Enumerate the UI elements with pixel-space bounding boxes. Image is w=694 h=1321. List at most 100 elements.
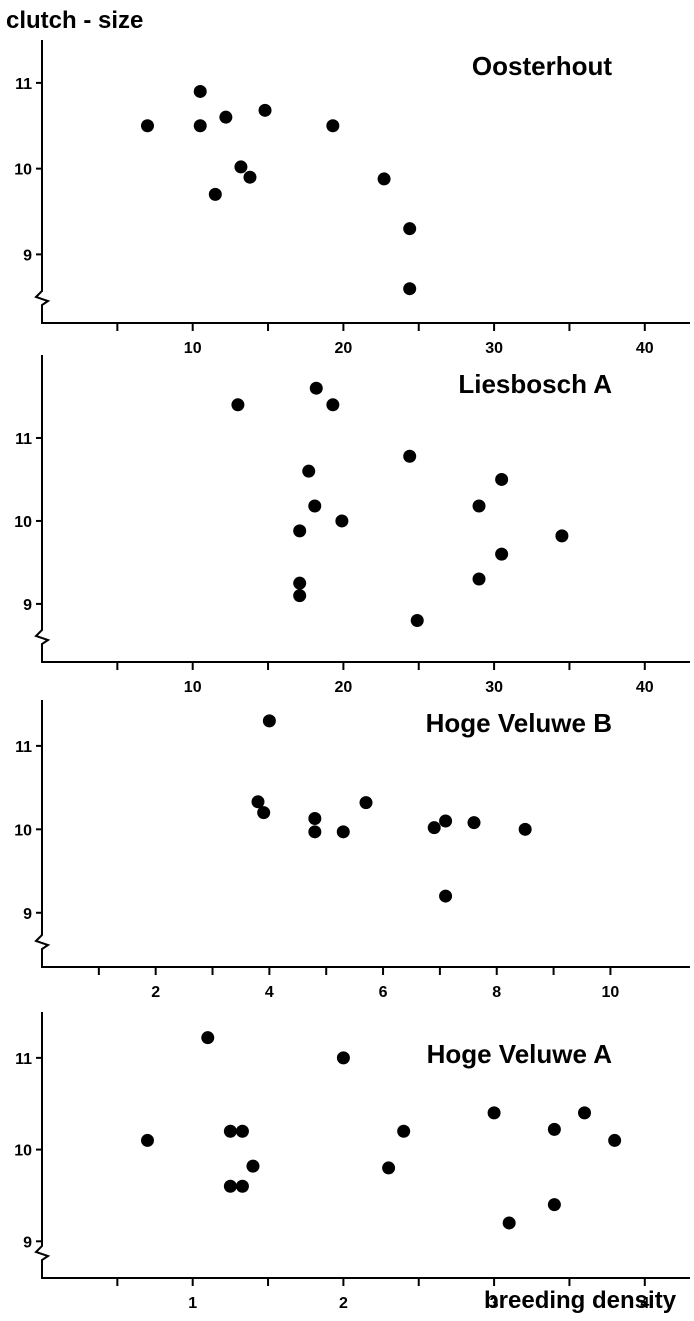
x-tick-label: 3 xyxy=(490,1295,499,1312)
data-point xyxy=(193,84,207,98)
data-point xyxy=(472,499,486,513)
data-point xyxy=(308,499,322,513)
data-point xyxy=(308,825,322,839)
data-point xyxy=(502,1216,516,1230)
x-tick-label: 10 xyxy=(184,340,202,357)
y-tick-label: 10 xyxy=(14,1143,32,1160)
data-point xyxy=(293,589,307,603)
data-point xyxy=(309,381,323,395)
y-tick-label: 11 xyxy=(15,1051,32,1068)
data-point xyxy=(359,796,373,810)
data-point xyxy=(231,398,245,412)
axis-lines xyxy=(34,1012,690,1279)
data-point xyxy=(439,889,453,903)
data-point xyxy=(219,110,233,124)
data-point xyxy=(140,1133,154,1147)
data-point xyxy=(293,524,307,538)
data-point xyxy=(223,1124,237,1138)
axis-lines xyxy=(34,700,690,968)
data-point xyxy=(258,103,272,117)
panel-2: 9 10 11 10 20 30 40 Liesbosch A xyxy=(14,355,690,696)
data-point xyxy=(547,1122,561,1136)
data-point xyxy=(336,1051,350,1065)
data-point xyxy=(326,398,340,412)
x-tick-label: 10 xyxy=(602,984,620,1001)
data-point xyxy=(293,576,307,590)
panel-title: Hoge Veluwe A xyxy=(427,1039,613,1069)
data-point xyxy=(578,1106,592,1120)
x-tick-label: 6 xyxy=(379,984,388,1001)
data-point xyxy=(235,1124,249,1138)
axis-lines xyxy=(34,40,690,324)
x-tick-label: 40 xyxy=(636,679,654,696)
data-point xyxy=(335,514,349,528)
data-point xyxy=(251,795,265,809)
panel-1: 9 10 11 10 20 30 40 Oosterhout xyxy=(14,40,690,357)
panel-title: Hoge Veluwe B xyxy=(426,708,612,738)
data-point xyxy=(467,816,481,830)
axis-lines xyxy=(34,355,690,663)
y-axis-label: clutch - size xyxy=(6,7,143,34)
data-point xyxy=(495,547,509,561)
x-tick-label: 30 xyxy=(485,340,503,357)
data-point xyxy=(403,449,417,463)
data-point xyxy=(555,529,569,543)
data-point xyxy=(208,187,222,201)
y-tick-label: 11 xyxy=(15,739,32,756)
x-tick-label: 4 xyxy=(640,1295,649,1312)
panel-title: Liesbosch A xyxy=(458,369,612,399)
x-tick-label: 10 xyxy=(184,679,202,696)
data-point xyxy=(262,714,276,728)
data-point xyxy=(234,160,248,174)
data-point xyxy=(223,1179,237,1193)
data-point xyxy=(243,170,257,184)
data-point xyxy=(472,572,486,586)
y-tick-label: 11 xyxy=(15,76,32,93)
data-point xyxy=(427,821,441,835)
x-tick-label: 2 xyxy=(151,984,160,1001)
x-tick-label: 1 xyxy=(188,1295,197,1312)
x-tick-label: 20 xyxy=(334,340,352,357)
data-point xyxy=(403,222,417,236)
x-tick-label: 40 xyxy=(636,340,654,357)
data-point xyxy=(608,1133,622,1147)
x-tick-label: 30 xyxy=(485,679,503,696)
data-point xyxy=(410,614,424,628)
y-tick-label: 9 xyxy=(23,247,32,264)
x-tick-label: 2 xyxy=(339,1295,348,1312)
data-point xyxy=(201,1031,215,1045)
panel-3: 9 10 11 2 4 6 8 10 Hoge Veluwe B xyxy=(14,700,690,1001)
data-point xyxy=(140,119,154,133)
y-tick-label: 9 xyxy=(23,906,32,923)
x-tick-label: 8 xyxy=(492,984,501,1001)
data-point xyxy=(336,825,350,839)
y-tick-label: 9 xyxy=(23,1234,32,1251)
x-axis-label: breeding density xyxy=(484,1287,677,1314)
data-point xyxy=(518,822,532,836)
y-tick-label: 10 xyxy=(14,822,32,839)
y-tick-label: 9 xyxy=(23,597,32,614)
data-point xyxy=(439,814,453,828)
data-point xyxy=(487,1106,501,1120)
data-point xyxy=(302,464,316,478)
data-point xyxy=(397,1124,411,1138)
x-tick-label: 20 xyxy=(334,679,352,696)
data-point xyxy=(382,1161,396,1175)
data-point xyxy=(193,119,207,133)
data-point xyxy=(257,806,271,820)
data-point xyxy=(246,1159,260,1173)
panel-title: Oosterhout xyxy=(472,51,612,81)
y-tick-label: 10 xyxy=(14,514,32,531)
data-point xyxy=(235,1179,249,1193)
data-point xyxy=(377,172,391,186)
y-tick-label: 10 xyxy=(14,162,32,179)
x-tick-label: 4 xyxy=(265,984,274,1001)
y-tick-label: 11 xyxy=(15,431,32,448)
data-point xyxy=(547,1198,561,1212)
data-point xyxy=(326,119,340,133)
data-point xyxy=(495,472,509,486)
data-point xyxy=(403,282,417,296)
data-point xyxy=(308,811,322,825)
